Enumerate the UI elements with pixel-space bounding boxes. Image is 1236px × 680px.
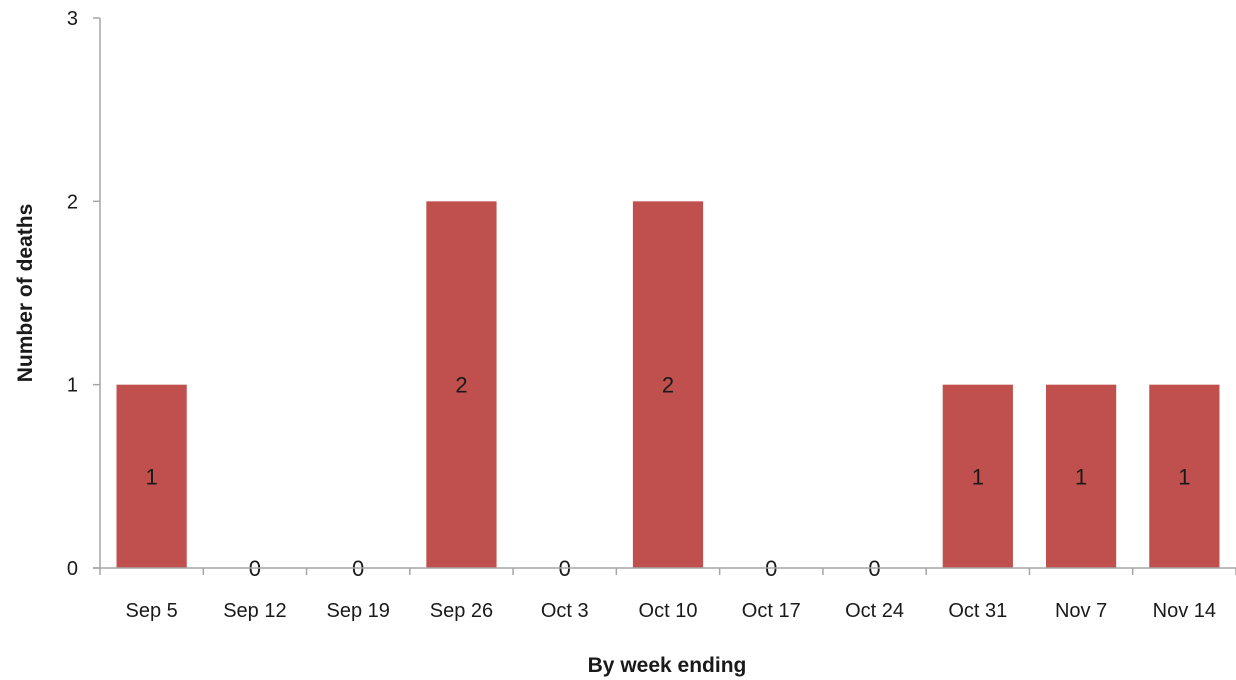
data-label: 2 [455, 373, 467, 398]
bar-oct-10 [632, 201, 704, 569]
y-tick-label: 3 [67, 8, 78, 30]
x-axis-title: By week ending [588, 654, 747, 677]
x-tick-label: Oct 31 [948, 600, 1007, 622]
axes [93, 18, 1236, 569]
x-tick-label: Nov 7 [1055, 600, 1107, 622]
x-tick-group: Sep 5 Sep 12 Sep 19 Sep 26 Oct 3 Oct 10 Oct 17… [99, 568, 1236, 622]
x-tick-label: Nov 14 [1153, 600, 1216, 622]
data-label: 1 [972, 464, 984, 489]
x-tick-label: Sep 5 [126, 600, 178, 622]
bar-oct-31 [942, 384, 1013, 568]
x-tick-label: Oct 10 [639, 600, 698, 622]
y-tick-label: 0 [67, 558, 78, 580]
bar-sep-26 [426, 201, 497, 569]
data-label: 2 [662, 373, 674, 398]
y-tick-label: 1 [67, 375, 78, 397]
y-axis-title: Number of deaths [14, 204, 37, 383]
x-tick-label: Oct 24 [845, 600, 904, 622]
x-tick-label: Sep 12 [223, 600, 286, 622]
y-tick-label: 2 [67, 191, 78, 213]
bar-sep-5 [116, 384, 187, 568]
bar-nov-7 [1045, 384, 1117, 568]
x-tick-label: Sep 26 [430, 600, 493, 622]
x-tick-label: Oct 3 [541, 600, 589, 622]
x-tick-label: Oct 17 [742, 600, 801, 622]
y-tick-group: 0 1 2 3 [67, 8, 100, 580]
x-tick-label: Sep 19 [326, 600, 389, 622]
bar-group [116, 201, 1220, 569]
data-label: 1 [1075, 464, 1087, 489]
data-label: 1 [146, 464, 158, 489]
data-label: 1 [1178, 464, 1190, 489]
bar-nov-14 [1149, 384, 1220, 568]
